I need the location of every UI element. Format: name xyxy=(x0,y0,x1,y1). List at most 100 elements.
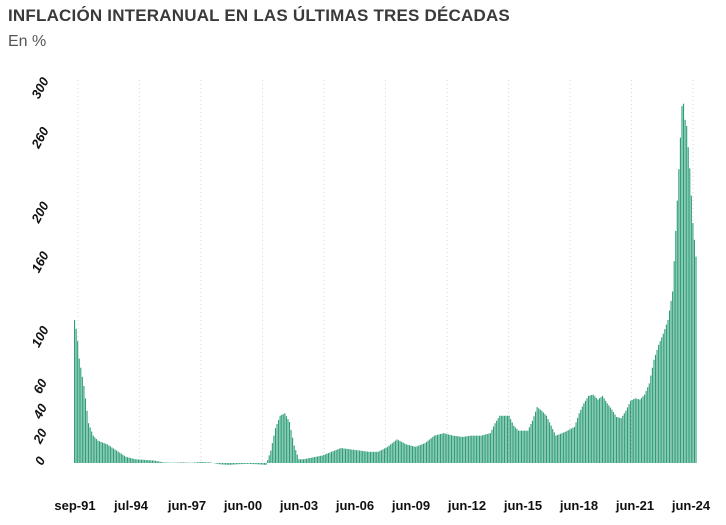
bar xyxy=(675,230,677,463)
bar xyxy=(259,463,261,465)
bar xyxy=(150,460,152,463)
bar xyxy=(628,404,630,463)
bar xyxy=(250,463,252,464)
bar xyxy=(407,444,409,463)
bar xyxy=(662,333,664,463)
bar xyxy=(644,394,646,463)
bar xyxy=(235,463,238,465)
bar xyxy=(140,459,143,463)
bar xyxy=(354,449,356,463)
bar xyxy=(239,463,241,465)
bar xyxy=(676,200,678,463)
bar xyxy=(606,403,608,463)
bar xyxy=(436,434,439,463)
bar xyxy=(435,435,437,463)
bar xyxy=(383,448,386,463)
bar xyxy=(446,433,448,463)
bar xyxy=(668,310,671,463)
bar xyxy=(365,451,367,463)
bar xyxy=(287,419,289,463)
bar xyxy=(496,420,498,463)
bar xyxy=(486,433,488,463)
bar xyxy=(402,442,404,463)
bar xyxy=(500,415,502,463)
x-tick-label: jun-03 xyxy=(279,498,318,513)
bar xyxy=(125,456,127,463)
bar xyxy=(577,417,579,463)
bar xyxy=(587,395,590,463)
bar xyxy=(556,435,558,463)
bar xyxy=(151,460,153,463)
bar xyxy=(614,414,616,463)
bar xyxy=(642,396,644,463)
bar xyxy=(106,444,108,463)
bar xyxy=(97,440,99,463)
bar xyxy=(312,457,314,463)
bar xyxy=(503,415,505,463)
bar xyxy=(564,431,566,463)
bar xyxy=(617,417,619,463)
bar xyxy=(531,420,534,463)
bar xyxy=(274,428,277,463)
bar xyxy=(74,320,76,463)
bar xyxy=(483,434,485,463)
bar xyxy=(380,450,382,463)
bar xyxy=(656,349,658,463)
bar xyxy=(693,239,695,463)
bar xyxy=(611,409,613,463)
bar xyxy=(559,433,562,463)
bar xyxy=(482,435,484,463)
bar xyxy=(575,422,577,463)
bar xyxy=(592,394,594,463)
bar xyxy=(120,453,122,463)
bar xyxy=(293,445,295,463)
bar xyxy=(455,436,457,463)
bar xyxy=(600,397,602,463)
bar xyxy=(284,413,286,463)
bar xyxy=(234,463,236,465)
bar xyxy=(369,451,372,463)
bar xyxy=(206,462,208,463)
bar xyxy=(421,444,423,463)
x-tick-label: jun-18 xyxy=(559,498,598,513)
y-tick-label: 300 xyxy=(28,74,52,101)
bar xyxy=(622,415,624,463)
bar xyxy=(257,463,259,465)
bar xyxy=(594,396,596,463)
bar xyxy=(689,168,691,463)
bar xyxy=(198,462,200,463)
bar xyxy=(545,415,548,463)
bar xyxy=(589,395,591,463)
bar xyxy=(424,443,426,463)
bar xyxy=(648,383,650,463)
bar xyxy=(547,419,549,463)
bar xyxy=(502,415,504,463)
bar xyxy=(128,457,130,463)
bar xyxy=(477,435,479,463)
bar xyxy=(197,462,199,463)
bar xyxy=(316,456,319,463)
bar xyxy=(254,463,256,465)
bar xyxy=(77,341,79,463)
bar xyxy=(517,430,520,463)
bar xyxy=(441,433,443,463)
bar xyxy=(664,329,666,463)
bar xyxy=(203,462,205,463)
bar xyxy=(605,400,607,463)
bar xyxy=(323,454,325,463)
bar xyxy=(681,106,683,463)
bar xyxy=(307,458,309,463)
x-tick-label: jun-00 xyxy=(223,498,262,513)
bar xyxy=(134,459,136,463)
bar xyxy=(390,444,392,463)
bar xyxy=(98,441,101,463)
bar xyxy=(193,462,196,463)
bar xyxy=(478,435,481,463)
bar xyxy=(522,430,524,463)
bar xyxy=(438,434,440,463)
bar xyxy=(327,453,329,463)
bar xyxy=(341,448,344,463)
bar xyxy=(430,438,432,463)
bar xyxy=(318,456,320,463)
